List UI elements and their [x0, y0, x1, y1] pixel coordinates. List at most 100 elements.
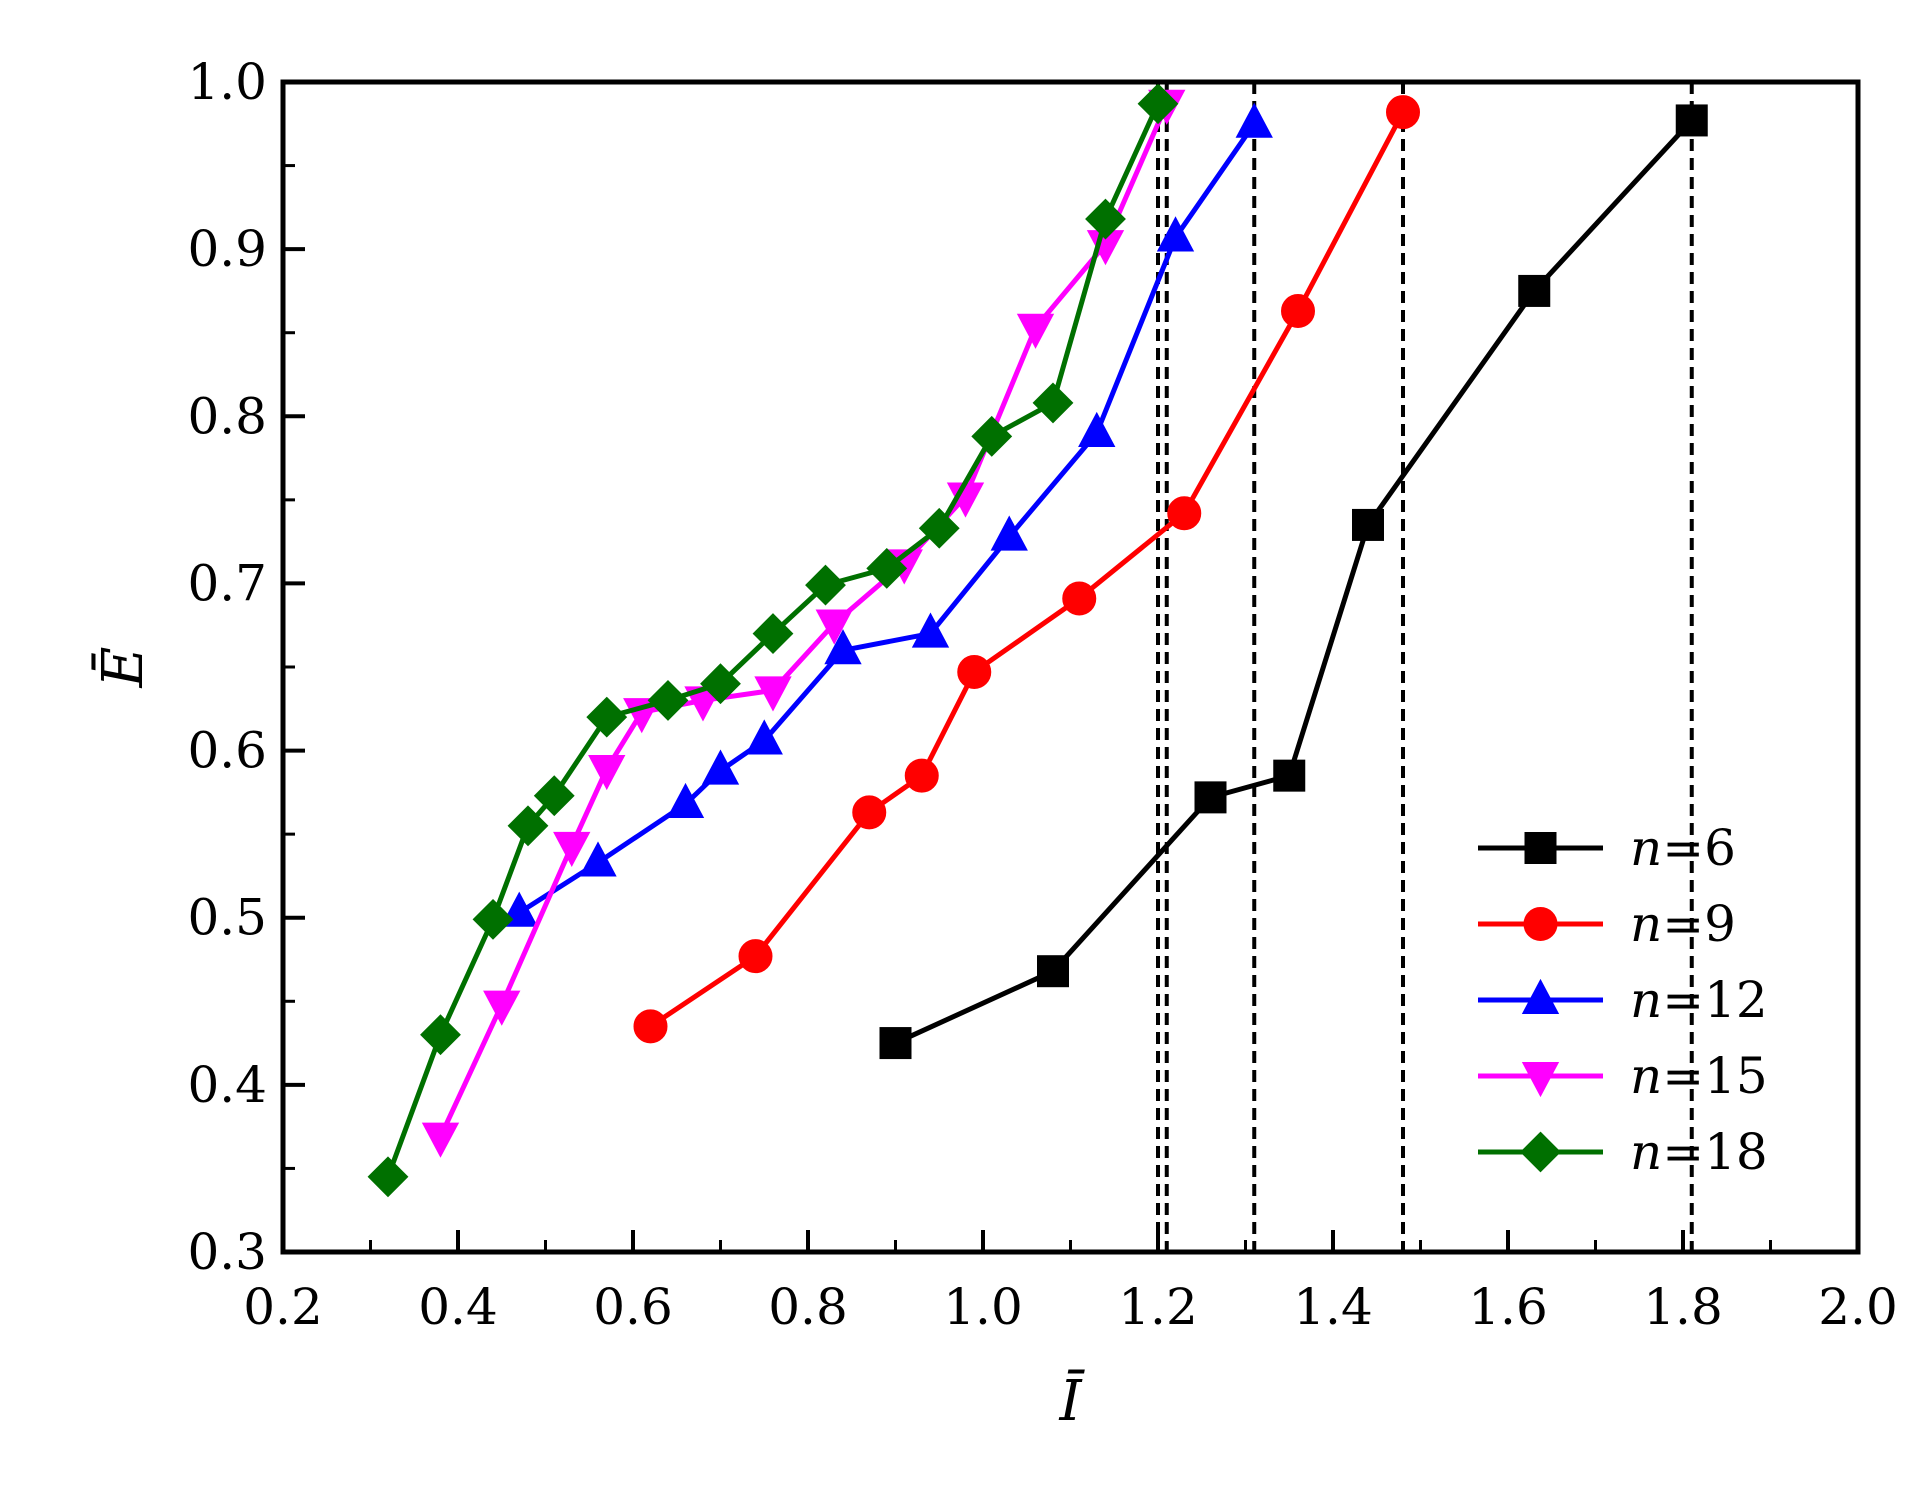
data-point — [957, 655, 992, 690]
series-n=12 — [500, 102, 1273, 927]
data-point — [533, 775, 575, 817]
data-point — [507, 805, 549, 847]
data-point — [738, 939, 773, 974]
legend: n=6 n=9 n=12 n=15 n=18 — [1478, 819, 1768, 1181]
data-point — [1352, 508, 1384, 541]
data-point — [1078, 411, 1116, 447]
x-tick-label: 1.6 — [1468, 1278, 1548, 1336]
data-point — [918, 507, 960, 549]
series-line — [385, 102, 1161, 1178]
legend-item: n=12 — [1478, 971, 1768, 1029]
data-point — [752, 613, 794, 654]
data-point — [1062, 581, 1097, 616]
series-n=18 — [367, 83, 1179, 1198]
data-point — [1156, 216, 1195, 252]
legend-marker — [1523, 907, 1558, 941]
x-tick-label: 1.4 — [1293, 1278, 1373, 1336]
x-tick-label: 0.6 — [593, 1278, 673, 1336]
data-point — [666, 782, 705, 819]
data-point — [588, 754, 626, 791]
y-tick-label: 0.5 — [187, 889, 267, 947]
series-line — [894, 118, 1694, 1046]
data-point — [815, 609, 853, 645]
y-axis-title: Ē — [91, 647, 156, 689]
legend-item: n=15 — [1478, 1047, 1768, 1105]
legend-label: n=6 — [1630, 819, 1736, 877]
x-tick-label: 1.8 — [1643, 1278, 1723, 1336]
data-point — [633, 1009, 668, 1044]
data-point — [1518, 274, 1551, 307]
data-point — [420, 1014, 461, 1056]
y-tick-label: 1.0 — [187, 53, 267, 111]
data-point — [1016, 313, 1055, 349]
data-point — [647, 680, 689, 721]
legend-marker — [1520, 1131, 1561, 1173]
legend-label: n=9 — [1630, 895, 1736, 953]
legend-item: n=18 — [1478, 1123, 1768, 1181]
x-axis-title: Ī — [1058, 1369, 1085, 1434]
x-tick-label: 0.2 — [243, 1278, 323, 1336]
y-tick-label: 0.4 — [187, 1056, 267, 1114]
series-n=6 — [879, 104, 1708, 1060]
series-n=9 — [633, 95, 1420, 1044]
legend-item: n=6 — [1478, 819, 1736, 877]
data-point — [904, 758, 939, 793]
x-axis: 0.2 0.4 0.6 0.8 1.0 1.2 1.4 1.6 1.8 2.0 — [243, 1230, 1898, 1336]
series-line — [517, 122, 1257, 915]
data-point — [1386, 95, 1420, 130]
legend-marker — [1521, 978, 1560, 1014]
reference-lines — [1156, 82, 1694, 1252]
legend-marker — [1521, 1062, 1560, 1098]
data-point — [990, 515, 1028, 551]
data-point — [754, 676, 792, 712]
legend-label: n=12 — [1630, 971, 1768, 1029]
data-point — [701, 749, 740, 785]
data-point — [824, 629, 862, 665]
series-n=15 — [421, 89, 1186, 1158]
x-tick-label: 0.4 — [418, 1278, 498, 1336]
plot-area-frame — [280, 79, 1861, 1255]
data-point — [1032, 382, 1074, 424]
y-tick-label: 0.8 — [187, 387, 267, 445]
legend-label: n=15 — [1630, 1047, 1768, 1105]
data-point — [1281, 293, 1315, 328]
x-tick-label: 2.0 — [1818, 1278, 1898, 1336]
data-point — [1273, 759, 1306, 792]
data-point — [1137, 83, 1179, 125]
data-point — [579, 841, 617, 877]
data-point — [745, 719, 783, 755]
data-point — [1235, 102, 1273, 138]
x-tick-label: 0.8 — [768, 1278, 848, 1336]
series-line — [649, 110, 1406, 1029]
y-tick-label: 0.9 — [187, 220, 267, 278]
data-point — [367, 1156, 409, 1198]
legend-item: n=9 — [1478, 895, 1736, 953]
data-point — [866, 547, 908, 589]
data-point — [1675, 104, 1708, 137]
series-layer — [367, 83, 1708, 1198]
legend-label: n=18 — [1630, 1123, 1768, 1181]
data-point — [852, 795, 887, 830]
data-point — [472, 898, 514, 940]
data-point — [879, 1027, 912, 1060]
data-point — [805, 564, 846, 606]
data-point — [911, 612, 950, 648]
data-point — [483, 990, 521, 1026]
y-axis: 0.3 0.4 0.5 0.6 0.7 0.8 0.9 1.0 — [187, 53, 305, 1281]
data-point — [1085, 198, 1126, 240]
data-point — [586, 696, 628, 738]
x-tick-label: 1.0 — [943, 1278, 1023, 1336]
data-point — [1194, 781, 1227, 814]
data-point — [1037, 955, 1069, 988]
data-point — [1167, 496, 1202, 531]
legend-marker — [1524, 832, 1557, 864]
y-tick-label: 0.3 — [187, 1223, 267, 1281]
data-point — [553, 831, 591, 867]
x-tick-label: 1.2 — [1118, 1278, 1198, 1336]
data-point — [700, 663, 741, 705]
data-point — [971, 415, 1013, 457]
y-tick-label: 0.6 — [187, 722, 267, 780]
y-tick-label: 0.7 — [187, 554, 267, 612]
data-point — [421, 1122, 460, 1158]
